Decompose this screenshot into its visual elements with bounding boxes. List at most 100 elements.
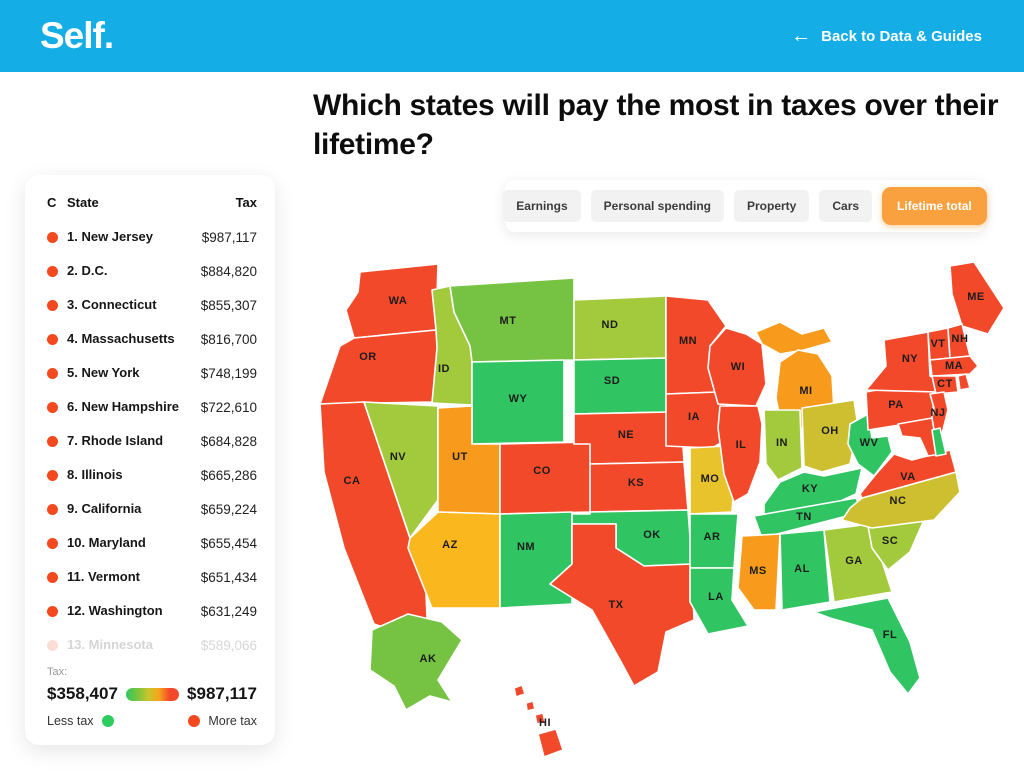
state-shape[interactable] — [319, 329, 441, 405]
state-label: AR — [704, 531, 721, 543]
tax-value: $722,610 — [200, 399, 257, 415]
more-tax-dot — [188, 715, 201, 727]
state-shape[interactable] — [369, 613, 463, 711]
state-label: TX — [608, 599, 623, 611]
rank-color-dot — [47, 333, 58, 345]
state-label: ME — [967, 291, 985, 303]
state-name: 12. Washington — [67, 602, 163, 618]
ranking-rows: 1. New Jersey $987,117 2. D.C. $884,820 … — [47, 220, 257, 662]
state-label: ND — [602, 319, 619, 331]
table-row[interactable]: 7. Rhode Island $684,828 — [47, 424, 257, 458]
state-shape[interactable] — [897, 417, 941, 457]
table-row[interactable]: 6. New Hampshire $722,610 — [47, 390, 257, 424]
state-label: NC — [890, 495, 907, 507]
state-label: GA — [845, 555, 863, 567]
state-shape[interactable] — [717, 405, 763, 503]
tab-label: Personal spending — [603, 199, 711, 213]
state-label: MT — [500, 315, 517, 327]
legend-gradient-bar — [125, 687, 180, 701]
table-row[interactable]: 9. California $659,224 — [47, 492, 257, 526]
state-label: MO — [701, 473, 720, 485]
state-label: OK — [643, 529, 661, 541]
metric-tab[interactable]: Property — [734, 190, 810, 222]
rank-color-dot — [47, 435, 58, 447]
tax-value: $655,454 — [200, 535, 257, 551]
state-label: IL — [736, 439, 747, 451]
state-shape[interactable] — [499, 441, 593, 515]
rank-color-dot — [47, 537, 58, 549]
tax-value: $659,224 — [200, 501, 257, 517]
state-shape[interactable] — [763, 409, 803, 481]
state-label: LA — [708, 591, 724, 603]
state-shape[interactable] — [537, 728, 564, 758]
tab-label: Earnings — [516, 199, 568, 213]
state-label: NH — [952, 333, 969, 345]
state-label: HI — [539, 717, 551, 729]
tax-value: $855,307 — [200, 297, 257, 313]
state-shape[interactable] — [499, 511, 573, 609]
state-label: WV — [860, 437, 879, 449]
state-label: CA — [344, 475, 361, 487]
state-label: OH — [821, 425, 839, 437]
state-shape[interactable] — [525, 700, 536, 712]
legend-max-value: $987,117 — [187, 684, 257, 703]
metric-tab[interactable]: Cars — [819, 190, 873, 222]
metric-tab[interactable]: Earnings — [503, 190, 581, 222]
legend-less-label: Less tax — [47, 714, 94, 728]
rank-color-dot — [47, 231, 58, 243]
state-label: NV — [390, 451, 406, 463]
state-shape[interactable] — [755, 321, 833, 355]
state-label: UT — [452, 451, 468, 463]
state-shape[interactable] — [573, 357, 671, 415]
state-name: 10. Maryland — [67, 534, 146, 550]
state-name: 11. Vermont — [67, 568, 140, 584]
state-label: IN — [776, 437, 788, 449]
table-row[interactable]: 12. Washington $631,249 — [47, 594, 257, 628]
state-shape[interactable] — [534, 712, 546, 725]
state-name: 8. Illinois — [67, 466, 123, 482]
table-row[interactable]: 4. Massachusetts $816,700 — [47, 322, 257, 356]
state-label: TN — [796, 511, 812, 523]
tax-value: $631,249 — [200, 603, 257, 619]
state-shape[interactable] — [801, 399, 859, 473]
state-shape[interactable] — [949, 261, 1005, 335]
state-shape[interactable] — [689, 567, 749, 635]
back-link-label: Back to Data & Guides — [821, 27, 982, 45]
table-row[interactable]: 13. Minnesota $589,066 — [47, 628, 257, 662]
state-shape[interactable] — [737, 533, 781, 611]
metric-tab[interactable]: Lifetime total — [882, 187, 987, 225]
table-row[interactable]: 1. New Jersey $987,117 — [47, 220, 257, 254]
rank-color-dot — [47, 299, 58, 311]
state-label: CT — [937, 378, 953, 390]
legend-title: Tax: — [47, 666, 68, 678]
state-name: 2. D.C. — [67, 262, 108, 278]
state-shape[interactable] — [779, 529, 831, 611]
table-row[interactable]: 2. D.C. $884,820 — [47, 254, 257, 288]
state-label: ID — [438, 363, 450, 375]
rank-color-dot — [47, 469, 58, 481]
table-row[interactable]: 3. Connecticut $855,307 — [47, 288, 257, 322]
table-row[interactable]: 11. Vermont $651,434 — [47, 560, 257, 594]
state-shape[interactable] — [931, 375, 959, 395]
state-shape[interactable] — [957, 373, 971, 391]
metric-tab[interactable]: Personal spending — [590, 190, 724, 222]
tab-label: Property — [747, 199, 797, 213]
state-label: OR — [359, 351, 377, 363]
state-shape[interactable] — [513, 684, 526, 698]
page-title: Which states will pay the most in taxes … — [313, 89, 999, 161]
tax-value: $884,820 — [200, 263, 257, 279]
table-row[interactable]: 10. Maryland $655,454 — [47, 526, 257, 560]
state-shape[interactable] — [841, 471, 961, 529]
state-shape[interactable] — [573, 295, 667, 361]
state-shape[interactable] — [813, 597, 921, 695]
tax-value: $665,286 — [200, 467, 257, 483]
table-row[interactable]: 8. Illinois $665,286 — [47, 458, 257, 492]
state-label: NE — [618, 429, 634, 441]
state-shape[interactable] — [931, 427, 947, 457]
back-link[interactable]: ← Back to Data & Guides — [791, 26, 982, 46]
state-shape[interactable] — [929, 355, 979, 377]
tab-label: Cars — [832, 199, 860, 213]
table-row[interactable]: 5. New York $748,199 — [47, 356, 257, 390]
state-shape[interactable] — [707, 327, 767, 407]
state-shape[interactable] — [549, 523, 695, 687]
